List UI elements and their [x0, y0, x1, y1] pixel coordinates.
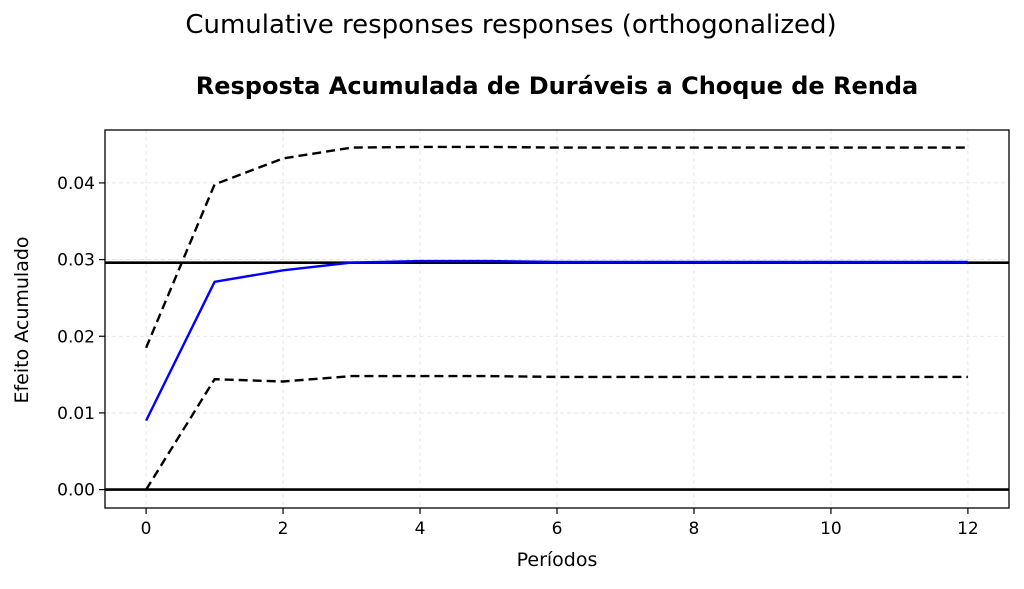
- grid: [105, 130, 1009, 508]
- y-tick-label: 0.02: [57, 327, 95, 347]
- y-tick-label: 0.04: [57, 174, 95, 194]
- x-tick-label: 2: [278, 519, 289, 539]
- series: [144, 145, 968, 491]
- figure-suptitle: Cumulative responses responses (orthogon…: [0, 10, 1024, 40]
- confidence-band-line: [144, 145, 968, 349]
- x-tick-label: 10: [820, 519, 842, 539]
- suptitle-text: Cumulative responses responses (orthogon…: [185, 10, 837, 40]
- x-tick-label: 6: [552, 519, 563, 539]
- x-tick-label: 8: [689, 519, 700, 539]
- x-tick-label: 4: [415, 519, 426, 539]
- confidence-band-line: [145, 374, 968, 491]
- x-axis-label: Períodos: [516, 549, 598, 571]
- y-tick-label: 0.00: [57, 481, 95, 501]
- y-tick-label: 0.01: [57, 404, 95, 424]
- x-tick-label: 12: [957, 519, 979, 539]
- y-axis: 0.00 0.01 0.02 0.03 0.04: [57, 174, 105, 501]
- x-axis: 0 2 4 6 8 10 12: [141, 508, 979, 539]
- response-line: [145, 259, 968, 422]
- y-tick-label: 0.03: [57, 251, 95, 271]
- chart-title: Resposta Acumulada de Duráveis a Choque …: [195, 72, 919, 100]
- x-tick-label: 0: [141, 519, 152, 539]
